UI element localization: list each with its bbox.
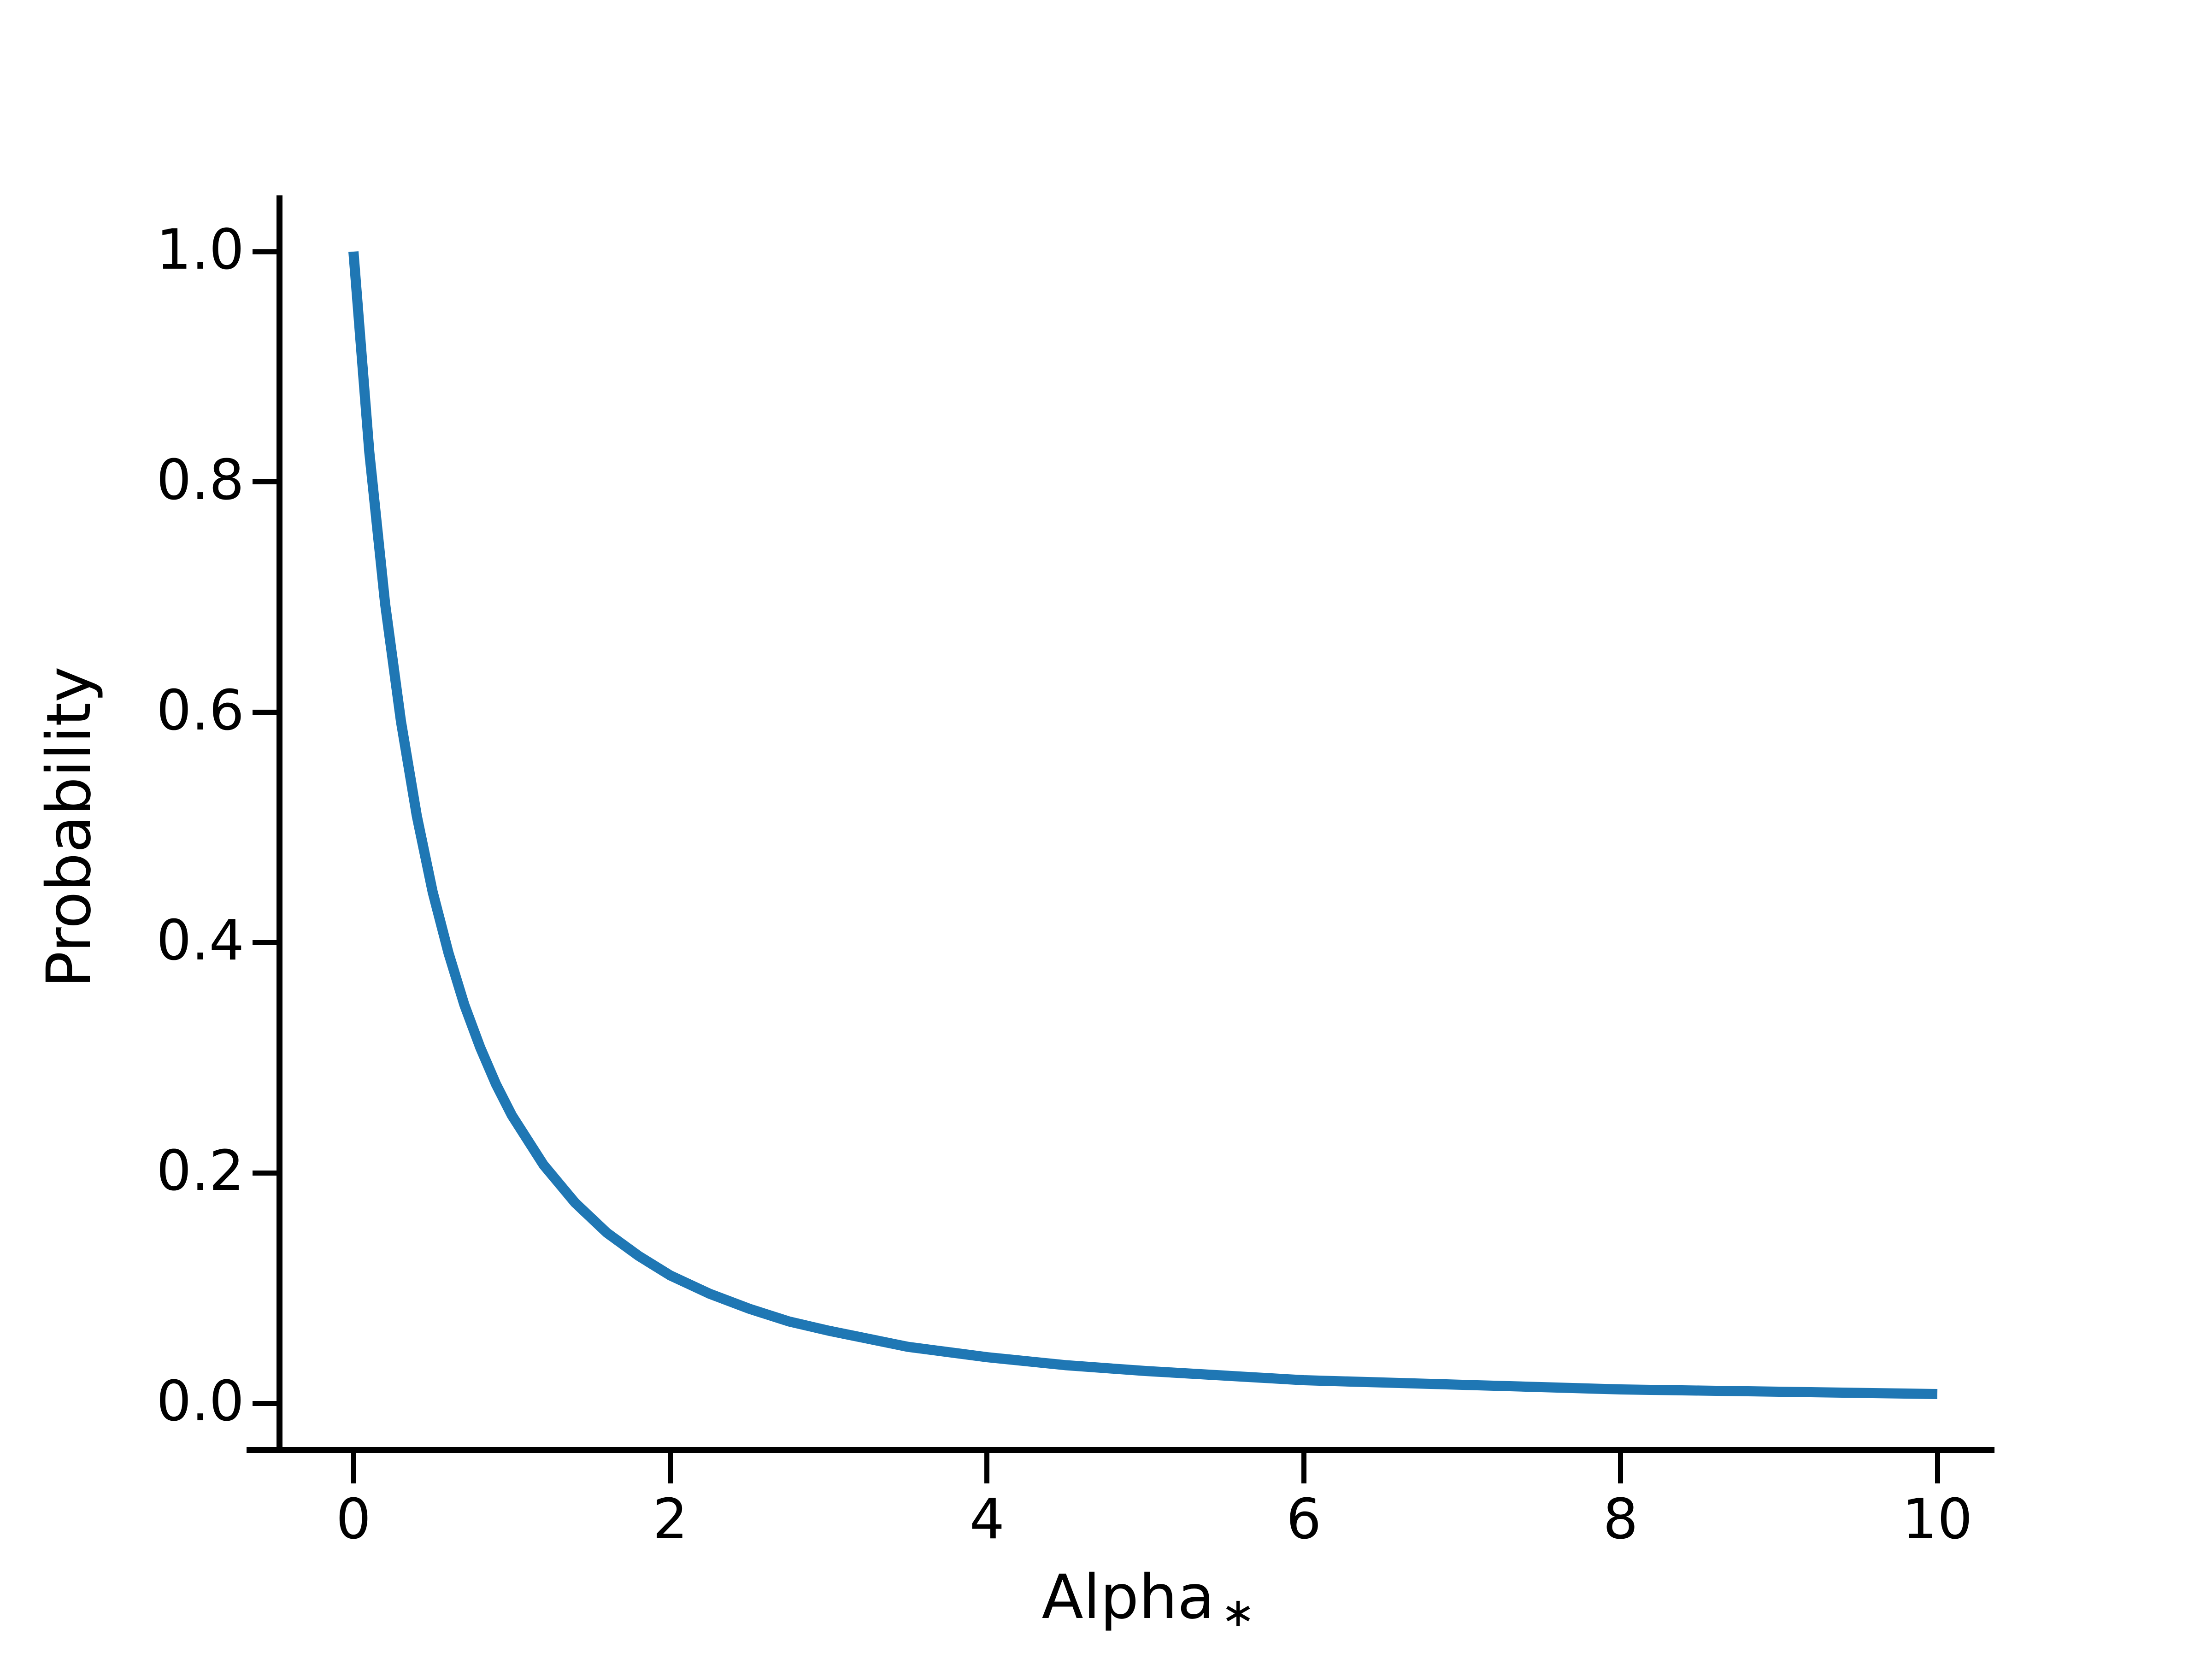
x-tick-mark [1935, 1453, 1940, 1483]
x-axis-label-asterisk: ∗ [1221, 1588, 1255, 1636]
y-tick-mark [253, 249, 276, 254]
x-tick-label: 4 [969, 1488, 1005, 1552]
x-tick-mark [1618, 1453, 1624, 1483]
y-tick-label: 0.8 [156, 448, 244, 512]
x-axis-spine [247, 1447, 1994, 1453]
y-tick-mark [253, 479, 276, 485]
x-tick-mark [984, 1453, 990, 1483]
y-tick-mark [253, 1400, 276, 1406]
y-tick-mark [253, 1170, 276, 1176]
x-tick-mark [1301, 1453, 1306, 1483]
x-tick-label: 2 [653, 1488, 688, 1552]
x-tick-mark [667, 1453, 673, 1483]
y-tick-label: 0.4 [156, 909, 244, 973]
x-tick-label: 8 [1603, 1488, 1638, 1552]
y-tick-mark [253, 710, 276, 715]
y-tick-label: 0.6 [156, 678, 244, 743]
x-tick-label: 0 [335, 1488, 371, 1552]
y-tick-mark [253, 940, 276, 945]
probability-curve [348, 251, 1938, 1400]
y-tick-label: 1.0 [156, 218, 244, 282]
x-tick-mark [351, 1453, 356, 1483]
y-axis-spine [276, 195, 282, 1453]
x-axis-label: Alpha ∗ [1041, 1567, 1255, 1633]
x-tick-label: 10 [1902, 1488, 1973, 1552]
y-tick-label: 0.0 [156, 1370, 244, 1434]
y-tick-label: 0.2 [156, 1139, 244, 1204]
x-axis-label-text: Alpha [1041, 1562, 1215, 1633]
x-tick-label: 6 [1286, 1488, 1322, 1552]
